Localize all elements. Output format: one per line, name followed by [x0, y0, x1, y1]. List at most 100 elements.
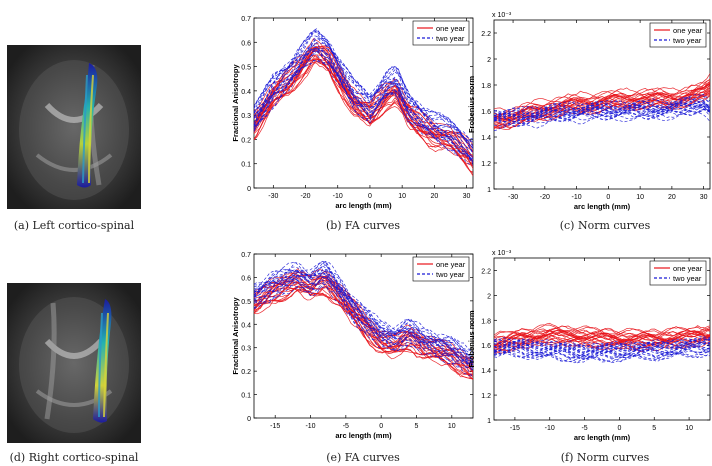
- one-year-curve: [493, 332, 711, 347]
- two-year-curve: [253, 271, 474, 369]
- y-tick-label: 0.6: [241, 40, 251, 47]
- two-year-curve: [493, 110, 711, 131]
- x-tick-label: -10: [305, 423, 315, 430]
- legend-label-two-year: two year: [436, 34, 465, 43]
- y-axis-label: Frobenius norm: [467, 76, 476, 133]
- y-tick-label: 1.6: [481, 109, 491, 116]
- legend-box: [649, 260, 707, 286]
- one-year-curve: [493, 84, 711, 120]
- two-year-curve: [253, 281, 474, 372]
- two-year-curve: [253, 43, 474, 159]
- two-year-curve: [253, 260, 474, 361]
- y-tick-label: 0.7: [241, 252, 251, 259]
- x-tick-label: 10: [448, 423, 456, 430]
- two-year-curve: [253, 47, 474, 150]
- one-year-curve: [253, 60, 474, 157]
- two-year-curve: [493, 340, 711, 354]
- one-year-curve: [253, 54, 474, 167]
- two-year-curve: [493, 343, 711, 357]
- y-tick-label: 0.2: [241, 369, 251, 376]
- two-year-curve: [253, 50, 474, 153]
- two-year-curve: [253, 42, 474, 159]
- y-exponent-label: x 10⁻³: [492, 12, 512, 19]
- two-year-curve: [493, 350, 711, 364]
- two-year-curve: [253, 262, 474, 360]
- y-tick-label: 1.4: [481, 135, 491, 142]
- two-year-curve: [493, 103, 711, 126]
- chart-b: 0 0.1 0.2 0.3 0.4 0.5 0.6 0.7 -30 -20 -10 0 10 20 30 ar…: [230, 10, 475, 219]
- two-year-curve: [493, 108, 711, 125]
- two-year-curve: [253, 271, 474, 362]
- y-tick-label: 0.1: [241, 393, 251, 400]
- two-year-curve: [253, 271, 474, 362]
- caption-a: (a) Left cortico-spinal: [13, 219, 135, 232]
- fa-chart-left: 0 0.1 0.2 0.3 0.4 0.5 0.6 0.7 -30 -20 -10 0 10 20 30 ar…: [231, 16, 474, 210]
- y-axis-label: Frobenius norm: [467, 310, 476, 367]
- two-year-curve: [493, 109, 711, 128]
- left-cortico-spinal-image: [7, 45, 141, 209]
- x-axis-label: arc length (mm): [335, 201, 392, 210]
- two-year-curve: [493, 345, 711, 359]
- two-year-curve: [253, 260, 474, 361]
- two-year-curve: [253, 274, 474, 364]
- y-tick-label: 1.4: [481, 368, 491, 375]
- plot-frame: [253, 17, 474, 189]
- chart-c: 1 1.2 1.4 1.6 1.8 2 2.2 -30 -20 -10 0 10 20 30 arc len…: [466, 8, 712, 219]
- y-exponent-label: x 10⁻³: [492, 250, 512, 257]
- two-year-curve: [253, 45, 474, 157]
- caption-e: (e) FA curves: [326, 451, 400, 464]
- y-tick-label: 0.5: [241, 65, 251, 72]
- norm-chart-left: 1 1.2 1.4 1.6 1.8 2 2.2 -30 -20 -10 0 10 20 30 arc len…: [467, 12, 711, 211]
- x-tick-label: 0: [379, 423, 383, 430]
- x-axis-label: arc length (mm): [335, 431, 392, 440]
- two-year-curve: [493, 100, 711, 122]
- y-tick-label: 0.6: [241, 275, 251, 282]
- two-year-curve: [253, 35, 474, 140]
- two-year-curve: [493, 339, 711, 352]
- legend-box: [412, 256, 470, 282]
- two-year-curve: [493, 105, 711, 123]
- two-year-curve: [253, 28, 474, 147]
- two-year-curve: [493, 106, 711, 127]
- y-tick-label: 0.4: [241, 322, 251, 329]
- y-tick-label: 1: [487, 418, 491, 425]
- two-year-curve: [253, 269, 474, 359]
- x-tick-label: -5: [343, 423, 349, 430]
- legend-label-two-year: two year: [436, 270, 465, 279]
- one-year-curve: [493, 324, 711, 337]
- x-tick-label: -20: [540, 194, 550, 201]
- y-tick-label: 1: [487, 187, 491, 194]
- two-year-curve: [253, 280, 474, 371]
- y-tick-label: 0.2: [241, 137, 251, 144]
- caption-c: (c) Norm curves: [559, 219, 651, 232]
- right-cortico-spinal-image: [7, 283, 141, 443]
- two-year-curve: [253, 276, 474, 378]
- two-year-curve: [493, 338, 711, 351]
- two-year-curve: [493, 99, 711, 118]
- legend-label-two-year: two year: [673, 274, 702, 283]
- caption-f: (f) Norm curves: [560, 451, 650, 464]
- x-tick-label: -10: [545, 425, 555, 432]
- two-year-curve: [493, 335, 711, 350]
- x-tick-label: 10: [398, 193, 406, 200]
- x-tick-label: 0: [368, 193, 372, 200]
- one-year-curve: [253, 285, 474, 375]
- x-tick-label: 5: [652, 425, 656, 432]
- legend-box: [412, 20, 470, 46]
- two-year-curve: [493, 100, 711, 120]
- x-tick-label: -5: [581, 425, 587, 432]
- legend-label-two-year: two year: [673, 36, 702, 45]
- y-tick-label: 0: [247, 416, 251, 423]
- one-year-curve: [493, 91, 711, 126]
- x-tick-label: 0: [617, 425, 621, 432]
- x-tick-label: 30: [700, 194, 708, 201]
- x-tick-label: -20: [300, 193, 310, 200]
- one-year-curve: [493, 93, 711, 129]
- y-tick-label: 1.6: [481, 343, 491, 350]
- two-year-curve: [253, 48, 474, 161]
- y-tick-label: 1.8: [481, 83, 491, 90]
- one-year-curve: [493, 334, 711, 347]
- y-tick-label: 2.2: [481, 31, 491, 38]
- legend-label-one-year: one year: [436, 260, 466, 269]
- two-year-curve: [493, 101, 711, 121]
